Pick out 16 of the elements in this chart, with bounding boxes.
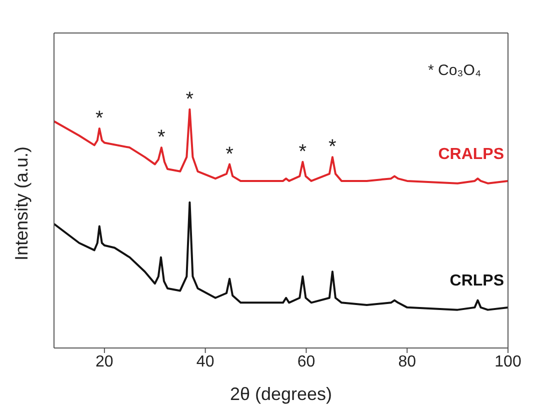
series-label: CRALPS (438, 146, 504, 163)
text: * Co₃O₄ (428, 62, 482, 79)
x-tick-label: 20 (96, 353, 114, 370)
series-label: CRLPS (450, 272, 504, 290)
x-tick-label: 60 (297, 353, 316, 370)
annotation: * (328, 136, 337, 158)
annotation: * (186, 88, 194, 110)
x-tick-label: 80 (398, 353, 416, 370)
x-tick-label: 40 (196, 353, 214, 370)
annotation: * (226, 143, 234, 166)
x-axis-title: 2θ (degrees) (230, 384, 332, 404)
annotation: * (96, 107, 104, 130)
y-axis-title: Intensity (a.u.) (11, 146, 32, 260)
annotation: * (158, 126, 166, 149)
annotation: * (298, 140, 307, 163)
x-tick-label: 100 (494, 353, 522, 370)
